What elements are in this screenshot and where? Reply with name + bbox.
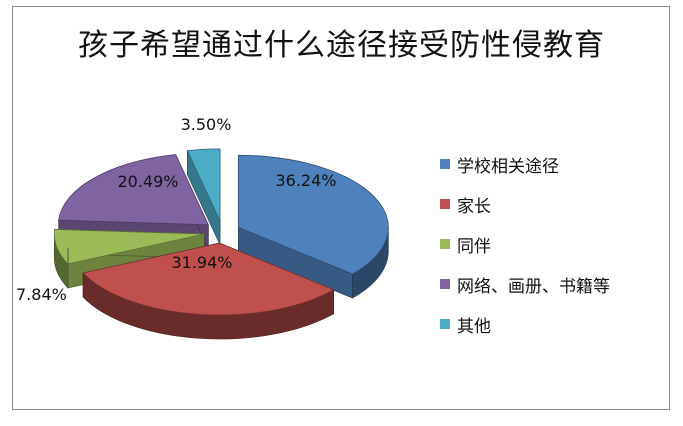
chart-title: 孩子希望通过什么途径接受防性侵教育 [78,28,605,63]
pie-slice-parents [82,242,335,316]
pie-slice-other [186,148,221,222]
legend-swatch [440,159,450,169]
legend-swatch [440,279,450,289]
data-label-school: 36.24% [275,171,336,190]
legend-item-other: 其他 [440,304,610,344]
chart-legend: 学校相关途径 家长 同伴 网络、画册、书籍等 其他 [440,144,610,344]
legend-swatch [440,319,450,329]
legend-item-school: 学校相关途径 [440,144,610,184]
legend-label: 网络、画册、书籍等 [457,276,610,297]
data-label-other: 3.50% [181,115,232,134]
legend-label: 其他 [457,316,491,337]
data-label-peers: 7.84% [16,285,67,304]
legend-item-parents: 家长 [440,184,610,224]
data-label-media: 20.49% [117,172,178,191]
legend-item-peers: 同伴 [440,224,610,264]
legend-label: 家长 [457,196,491,217]
legend-item-media: 网络、画册、书籍等 [440,264,610,304]
legend-label: 同伴 [457,236,491,257]
pie-slice-school [237,154,389,275]
data-label-parents: 31.94% [171,253,232,272]
legend-swatch [440,239,450,249]
legend-label: 学校相关途径 [457,156,559,177]
pie-slice-media [58,154,209,226]
legend-swatch [440,199,450,209]
